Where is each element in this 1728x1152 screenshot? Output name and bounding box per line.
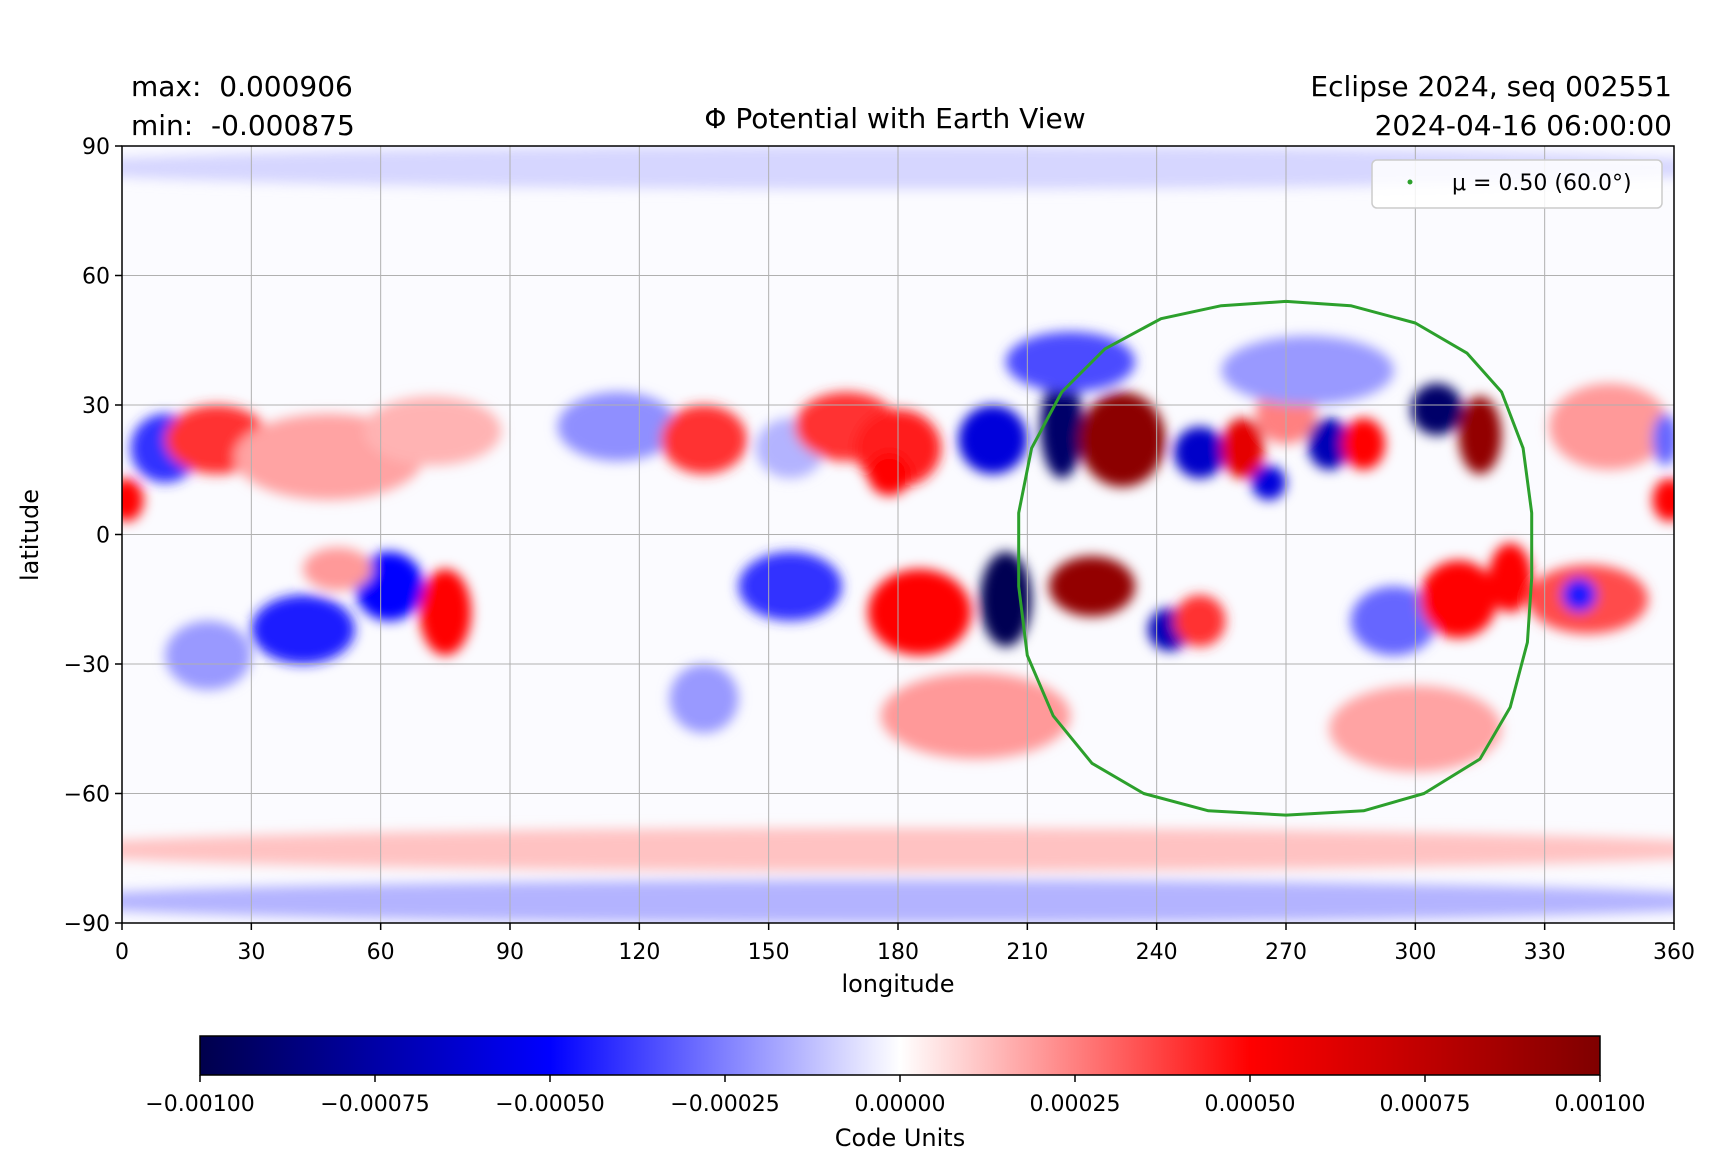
colorbar-tick-label: −0.00100: [145, 1092, 254, 1117]
y-tick-label: −60: [64, 783, 110, 808]
colorbar-tick-label: 0.00075: [1380, 1092, 1471, 1117]
plot-area: [121, 145, 1675, 924]
heatmap-cell: [1342, 417, 1386, 470]
mu-contour-line: [1017, 299, 1534, 817]
colorbar-label: Code Units: [835, 1124, 965, 1152]
x-axis-ticks: 0 30 60 90 120 150 180 210 240 270 300 330 360: [115, 923, 1695, 965]
max-value: 0.000906: [219, 70, 353, 103]
y-tick-label: 60: [82, 265, 110, 290]
heatmap-cell: [1419, 560, 1498, 639]
x-tick-label: 180: [877, 940, 919, 965]
x-tick-label: 90: [496, 940, 524, 965]
heatmap-cell: [1173, 594, 1226, 647]
colorbar-tick-label: 0.00000: [855, 1092, 946, 1117]
timestamp-label: 2024-04-16 06:00:00: [1374, 109, 1672, 142]
legend-marker: [1407, 179, 1413, 185]
heatmap-cell: [122, 879, 1674, 923]
min-label: min:: [131, 109, 194, 142]
colorbar-tick-label: 0.00050: [1205, 1092, 1296, 1117]
y-tick-label: 30: [82, 394, 110, 419]
y-axis-ticks: −90 −60 −30 0 30 60 90: [64, 135, 122, 937]
heatmap-cell: [660, 405, 748, 475]
heatmap-cell: [1458, 396, 1502, 475]
heatmap-cell: [419, 569, 472, 656]
heatmap-cell: [1005, 331, 1136, 393]
heatmap-cell: [1251, 465, 1287, 500]
colorbar: −0.00100 −0.00075 −0.00050 −0.00025 0.00000 0…: [145, 1035, 1645, 1152]
mu-contour: [1017, 299, 1534, 817]
heatmap-cell: [165, 620, 252, 690]
heatmap-cell: [669, 664, 739, 734]
heatmap-cell: [738, 551, 842, 621]
min-stat: min: -0.000875: [131, 109, 355, 142]
x-tick-label: 210: [1006, 940, 1048, 965]
heatmap-cell: [303, 547, 373, 591]
heatmap-cell: [557, 392, 679, 462]
heatmap-cell: [122, 478, 144, 522]
y-tick-label: −30: [64, 653, 110, 678]
x-tick-label: 330: [1524, 940, 1566, 965]
y-axis-label: latitude: [16, 489, 44, 581]
heatmap-cell: [354, 551, 424, 621]
x-tick-label: 240: [1136, 940, 1178, 965]
legend-label: μ = 0.50 (60.0°): [1452, 171, 1632, 196]
x-tick-label: 300: [1394, 940, 1436, 965]
x-tick-label: 270: [1265, 940, 1307, 965]
x-tick-label: 30: [237, 940, 265, 965]
colorbar-tick-label: −0.00075: [320, 1092, 429, 1117]
x-tick-label: 360: [1653, 940, 1695, 965]
heatmap-cell: [1488, 543, 1532, 613]
heatmap-cell: [251, 594, 355, 664]
x-tick-label: 0: [115, 940, 129, 965]
heatmap-cell: [1548, 383, 1670, 470]
heatmap-cell: [1561, 577, 1597, 613]
y-tick-label: 90: [82, 135, 110, 160]
heatmap-cell: [1040, 374, 1084, 479]
colorbar-ticks: −0.00100 −0.00075 −0.00050 −0.00025 0.00000 0…: [145, 1075, 1645, 1117]
heatmap-cell: [1652, 478, 1674, 522]
heatmap-cell: [958, 405, 1028, 475]
max-stat: max: 0.000906: [131, 70, 353, 103]
max-label: max:: [131, 70, 202, 103]
chart-title: Φ Potential with Earth View: [704, 102, 1086, 135]
legend-box: [1371, 159, 1663, 209]
x-tick-label: 150: [748, 940, 790, 965]
y-tick-label: −90: [64, 912, 110, 937]
heatmap-cell: [867, 452, 911, 496]
colorbar-tick-label: −0.00050: [495, 1092, 604, 1117]
grid-lines: [122, 146, 1674, 923]
colorbar-tick-label: 0.00100: [1555, 1092, 1646, 1117]
colorbar-tick-label: −0.00025: [670, 1092, 779, 1117]
heatmap-cell: [122, 828, 1674, 872]
heatmap-cell: [1048, 556, 1136, 617]
heatmap-cell: [363, 396, 502, 466]
x-tick-label: 120: [618, 940, 660, 965]
legend: μ = 0.50 (60.0°): [1371, 159, 1663, 209]
y-tick-label: 0: [96, 524, 110, 549]
heatmap-cell: [880, 672, 1071, 759]
heatmap-cell: [1221, 335, 1394, 405]
heatmap-cell: [1079, 392, 1166, 488]
min-value: -0.000875: [211, 109, 355, 142]
heatmap-cell: [1221, 417, 1265, 479]
heatmap-cell: [1173, 426, 1226, 479]
heatmap-cell: [867, 569, 972, 656]
x-tick-label: 60: [367, 940, 395, 965]
colorbar-gradient: [199, 1035, 1601, 1076]
heatmap-cell: [1652, 413, 1674, 466]
colorbar-tick-label: 0.00025: [1030, 1092, 1121, 1117]
heatmap-cell: [1411, 383, 1463, 436]
source-label: Eclipse 2024, seq 002551: [1310, 70, 1672, 103]
x-axis-label: longitude: [841, 970, 954, 998]
heatmap-cell: [1307, 417, 1351, 470]
